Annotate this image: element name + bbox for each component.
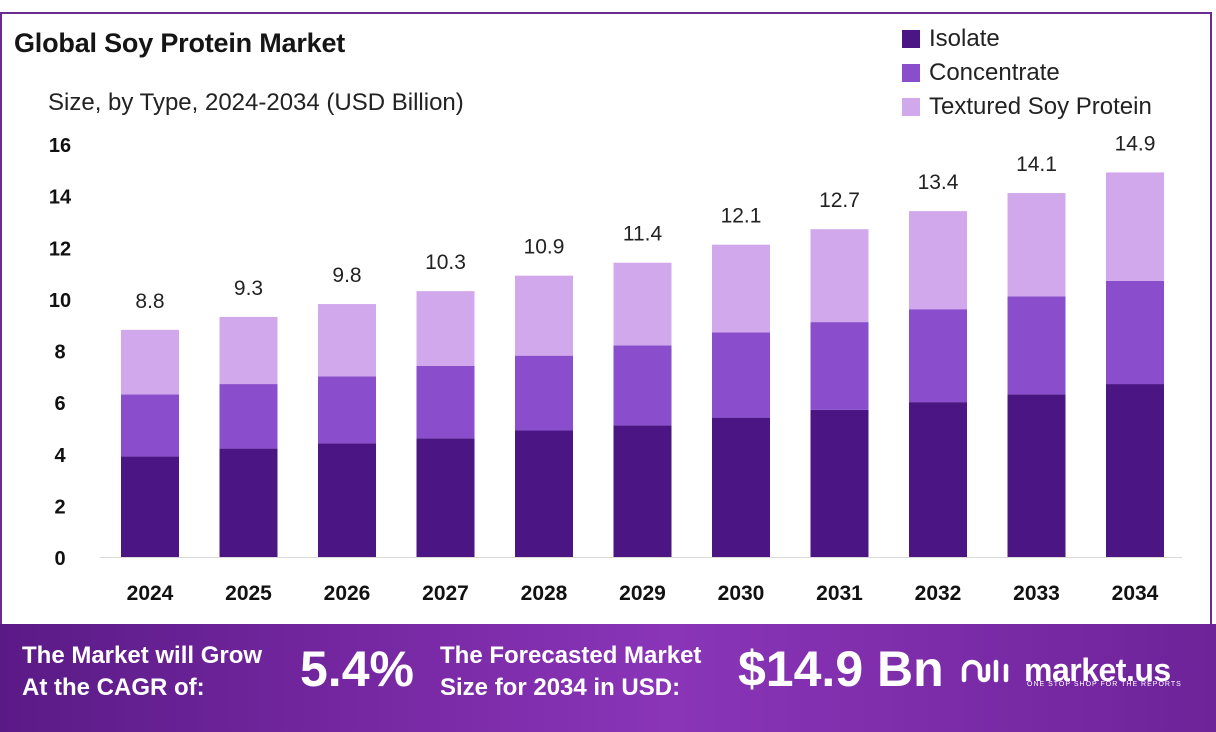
bar-segment-textured-soy-protein <box>219 316 278 385</box>
summary-banner: The Market will Grow At the CAGR of: 5.4… <box>0 624 1216 732</box>
bar-total-label: 14.9 <box>1115 132 1156 155</box>
bar-segment-isolate <box>909 402 967 557</box>
y-tick-label: 8 <box>54 342 65 364</box>
bar-segment-textured-soy-protein <box>121 329 179 395</box>
bar-total-label: 13.4 <box>918 171 959 194</box>
bar-segment-concentrate <box>712 332 770 418</box>
legend-swatch-concentrate <box>902 64 920 82</box>
chart-title: Global Soy Protein Market <box>14 28 346 58</box>
bar-total-label: 8.8 <box>135 290 164 313</box>
x-tick-label: 2027 <box>422 582 469 605</box>
cagr-value: 5.4% <box>300 641 414 697</box>
bar-segment-textured-soy-protein <box>810 229 869 323</box>
legend-item-isolate: Isolate <box>902 22 1152 56</box>
bar-segment-textured-soy-protein <box>909 211 967 310</box>
bar-total-label: 12.7 <box>819 189 860 212</box>
bar-segment-isolate <box>712 417 770 557</box>
bar-segment-concentrate <box>1007 296 1066 395</box>
y-tick-label: 16 <box>49 135 71 157</box>
bar-segment-isolate <box>416 438 475 557</box>
bar-total-label: 11.4 <box>623 223 663 246</box>
y-tick-label: 4 <box>54 445 66 467</box>
bar-segment-isolate <box>318 443 376 557</box>
bar-segment-concentrate <box>909 309 967 403</box>
legend-item-textured: Textured Soy Protein <box>902 90 1152 124</box>
bar-segment-concentrate <box>318 376 376 444</box>
bar-segment-isolate <box>121 456 179 557</box>
bar-total-label: 10.9 <box>524 236 565 259</box>
bar-segment-isolate <box>1106 384 1164 557</box>
forecast-value: $14.9 Bn <box>738 641 944 697</box>
brand-tagline: ONE STOP SHOP FOR THE REPORTS <box>1027 681 1182 688</box>
bar-segment-concentrate <box>416 365 475 439</box>
bar-segment-concentrate <box>515 355 573 431</box>
bar-segment-textured-soy-protein <box>712 244 770 333</box>
bar-total-label: 12.1 <box>721 205 762 228</box>
y-tick-label: 12 <box>49 238 71 260</box>
cagr-label: The Market will Grow At the CAGR of: <box>22 640 262 704</box>
y-tick-label: 2 <box>54 496 65 518</box>
brand-name: market.us <box>1024 652 1171 688</box>
cagr-label-line2: At the CAGR of: <box>22 674 205 701</box>
x-tick-label: 2028 <box>521 582 568 605</box>
bar-segment-concentrate <box>219 384 278 449</box>
x-tick-label: 2024 <box>127 582 174 605</box>
legend: Isolate Concentrate Textured Soy Protein <box>902 22 1152 124</box>
bar-segment-isolate <box>613 425 672 557</box>
cagr-label-line1: The Market will Grow <box>22 642 263 669</box>
x-tick-label: 2032 <box>915 582 962 605</box>
x-tick-label: 2034 <box>1112 582 1159 605</box>
brand-logo: market.us <box>960 652 1171 689</box>
bar-segment-textured-soy-protein <box>515 275 573 356</box>
bar-total-label: 9.8 <box>332 264 361 287</box>
x-tick-label: 2030 <box>718 582 765 605</box>
bar-total-label: 14.1 <box>1016 153 1057 176</box>
x-tick-label: 2029 <box>619 582 666 605</box>
y-tick-label: 10 <box>49 290 71 312</box>
bar-segment-concentrate <box>121 394 179 457</box>
bar-total-label: 10.3 <box>425 251 466 274</box>
x-tick-label: 2025 <box>225 582 272 605</box>
legend-label-isolate: Isolate <box>929 25 1000 52</box>
forecast-label-line1: The Forecasted Market <box>440 642 702 669</box>
bar-total-label: 9.3 <box>234 277 263 300</box>
bar-segment-concentrate <box>613 345 672 426</box>
y-tick-label: 14 <box>49 187 72 209</box>
y-tick-label: 6 <box>54 393 65 415</box>
legend-swatch-isolate <box>902 30 920 48</box>
legend-item-concentrate: Concentrate <box>902 56 1152 90</box>
bar-chart: 0 2 4 6 8 10 12 14 16 8.8 2024 9.3 2025 9.8 2026 10.3 20… <box>49 132 1182 605</box>
bar-segment-isolate <box>219 448 278 557</box>
x-tick-label: 2026 <box>324 582 371 605</box>
x-tick-label: 2031 <box>816 582 863 605</box>
forecast-label-line2: Size for 2034 in USD: <box>440 674 681 701</box>
bar-segment-concentrate <box>1106 280 1164 385</box>
forecast-label: The Forecasted Market Size for 2034 in U… <box>440 640 701 704</box>
legend-label-concentrate: Concentrate <box>929 59 1060 86</box>
legend-swatch-textured <box>902 98 920 116</box>
y-tick-label: 0 <box>54 548 65 570</box>
bar-segment-concentrate <box>810 322 869 410</box>
bar-segment-textured-soy-protein <box>1106 172 1164 281</box>
bar-segment-textured-soy-protein <box>1007 193 1066 297</box>
bar-segment-textured-soy-protein <box>613 262 672 346</box>
legend-label-textured: Textured Soy Protein <box>929 93 1152 120</box>
bar-segment-isolate <box>515 430 573 557</box>
bar-segment-textured-soy-protein <box>416 291 475 366</box>
bar-segment-textured-soy-protein <box>318 304 376 377</box>
x-tick-label: 2033 <box>1013 582 1060 605</box>
chart-subtitle: Size, by Type, 2024-2034 (USD Billion) <box>48 89 464 116</box>
bar-segment-isolate <box>810 409 869 557</box>
bar-segment-isolate <box>1007 394 1066 557</box>
market-us-logo-icon <box>961 659 1009 682</box>
